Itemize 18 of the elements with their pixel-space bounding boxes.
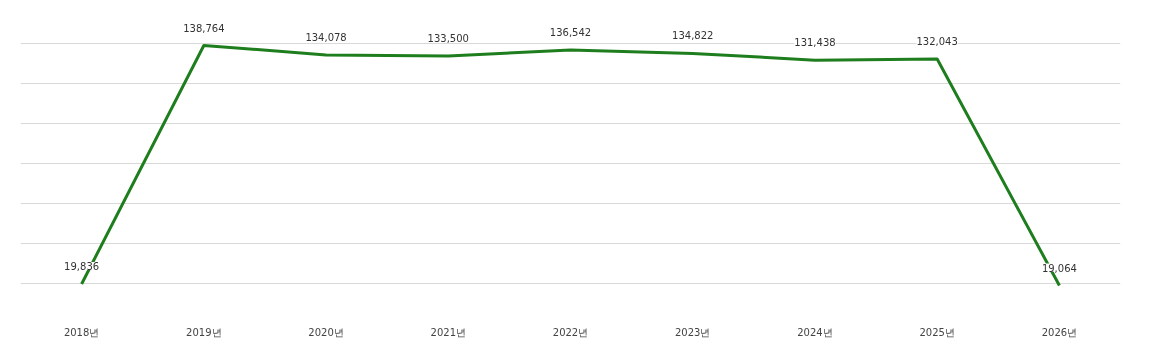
data-label: 136,542 [549,26,592,38]
x-tick-label: 2026년 [1041,326,1078,338]
data-label: 132,043 [916,35,958,47]
x-tick-label: 2020년 [308,326,344,338]
data-label: 131,438 [794,37,836,49]
data-label: 134,078 [305,31,347,43]
data-label: 133,500 [427,33,469,45]
x-tick-label: 2018년 [63,326,100,338]
data-label: 19,836 [64,260,100,272]
x-tick-label: 2023년 [675,326,711,338]
x-tick-label: 2022년 [552,326,589,338]
x-tick-label: 2024년 [797,326,833,338]
data-label: 138,764 [183,22,225,34]
x-tick-label: 2021년 [430,326,467,338]
x-tick-label: 2019년 [186,326,222,338]
x-tick-label: 2025년 [919,326,955,338]
data-label: 19,064 [1041,262,1077,274]
data-label: 134,822 [672,30,714,42]
